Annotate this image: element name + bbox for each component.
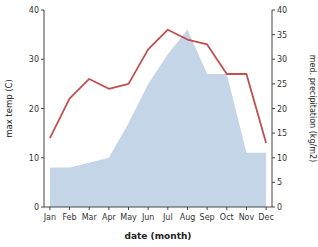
x-axis-label: date (month) xyxy=(125,231,192,241)
x-tick xyxy=(148,207,149,210)
y2-tick xyxy=(272,182,275,183)
x-tick-label: Nov xyxy=(239,213,255,222)
y2-tick-label: 15 xyxy=(277,129,287,138)
x-tick-label: Jun xyxy=(141,213,155,222)
y-tick-label: 30 xyxy=(29,55,39,64)
y-tick-label: 0 xyxy=(34,203,39,212)
x-tick-label: Jan xyxy=(43,213,56,222)
y2-tick xyxy=(272,207,275,208)
x-tick xyxy=(108,207,109,210)
x-tick xyxy=(266,207,267,210)
y-tick-label: 10 xyxy=(29,154,39,163)
y-tick xyxy=(41,207,44,208)
y2-tick xyxy=(272,157,275,158)
y-tick xyxy=(41,10,44,11)
y2-tick-label: 0 xyxy=(277,203,282,212)
x-tick xyxy=(89,207,90,210)
y-tick xyxy=(41,108,44,109)
y-tick-label: 20 xyxy=(29,105,39,114)
x-tick-label: Oct xyxy=(220,213,234,222)
x-axis-line xyxy=(44,207,272,208)
y2-tick xyxy=(272,10,275,11)
x-tick-label: May xyxy=(120,213,137,222)
y2-axis-label: med. precipitation (kg/m2) xyxy=(308,55,317,162)
y2-tick-label: 10 xyxy=(277,154,287,163)
y2-tick xyxy=(272,34,275,35)
x-tick xyxy=(187,207,188,210)
chart: 0 10 20 30 40 0 5 10 15 20 25 30 35 40 Jan Feb Mar AprMay… xyxy=(0,0,318,247)
y2-tick-label: 40 xyxy=(277,6,287,15)
x-tick xyxy=(167,207,168,210)
x-tick-label: Feb xyxy=(62,213,76,222)
x-tick xyxy=(246,207,247,210)
y-tick xyxy=(41,157,44,158)
plot-area xyxy=(50,30,266,207)
y-tick xyxy=(41,59,44,60)
x-tick-label: Aug xyxy=(180,213,196,222)
y2-tick xyxy=(272,59,275,60)
y2-tick-label: 5 xyxy=(277,178,282,187)
x-tick-label: Jul xyxy=(162,213,173,222)
y2-tick-label: 20 xyxy=(277,105,287,114)
y2-tick-label: 30 xyxy=(277,55,287,64)
x-tick-label: Dec xyxy=(258,213,273,222)
x-tick xyxy=(128,207,129,210)
x-tick-label: Apr xyxy=(102,213,117,222)
y2-tick xyxy=(272,133,275,134)
x-tick xyxy=(69,207,70,210)
precipitation-area xyxy=(50,30,266,207)
y2-tick-label: 35 xyxy=(277,31,287,40)
x-tick xyxy=(207,207,208,210)
y2-tick xyxy=(272,108,275,109)
temperature-line xyxy=(50,30,266,143)
y2-tick xyxy=(272,83,275,84)
y-axis-label: max temp (C) xyxy=(4,79,14,138)
y2-tick-label: 25 xyxy=(277,80,287,89)
x-tick-label: Mar xyxy=(82,213,98,222)
x-tick-label: Sep xyxy=(200,213,215,222)
x-tick xyxy=(226,207,227,210)
y-tick-label: 40 xyxy=(29,6,39,15)
x-tick xyxy=(49,207,50,210)
